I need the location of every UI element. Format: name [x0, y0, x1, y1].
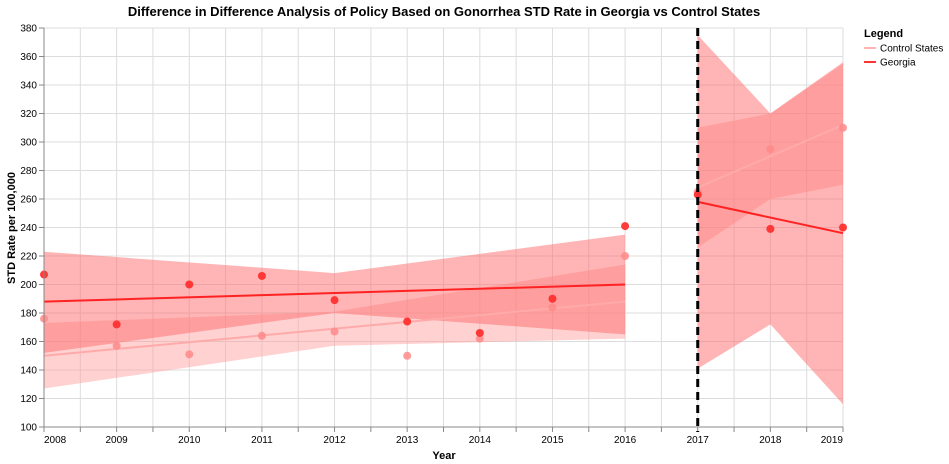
chart-title: Difference in Difference Analysis of Pol…	[128, 4, 760, 19]
data-point	[403, 317, 412, 326]
data-point	[185, 280, 194, 289]
x-tick-label: 2017	[687, 435, 710, 446]
legend-title: Legend	[864, 28, 903, 40]
y-tick-label: 360	[20, 52, 37, 63]
y-tick-label: 340	[20, 81, 37, 92]
data-point	[621, 252, 630, 260]
x-tick-label: 2015	[541, 435, 564, 446]
confidence-band	[697, 35, 843, 405]
x-tick-label: 2012	[323, 435, 346, 446]
legend-label: Control States	[880, 44, 943, 55]
data-point	[112, 320, 121, 329]
y-tick-label: 240	[20, 223, 37, 234]
data-point	[766, 224, 775, 233]
y-tick-label: 160	[20, 337, 37, 348]
data-point	[839, 123, 847, 132]
data-point	[693, 190, 702, 199]
y-axis-title: STD Rate per 100,000	[6, 172, 18, 284]
x-tick-label: 2019	[821, 435, 844, 446]
fit-line	[697, 123, 844, 189]
y-tick-label: 120	[20, 394, 37, 405]
y-tick-label: 280	[20, 166, 37, 177]
legend: Legend Control States Georgia	[864, 28, 943, 69]
x-tick-label: 2008	[44, 435, 67, 446]
x-tick-label: 2016	[614, 435, 637, 446]
data-point	[185, 350, 194, 359]
data-point	[330, 327, 339, 336]
x-tick-label: 2011	[251, 435, 273, 446]
data-point	[403, 351, 412, 360]
data-point	[621, 222, 630, 231]
y-tick-label: 220	[20, 252, 37, 263]
data-point	[548, 294, 557, 303]
y-tick-label: 180	[20, 309, 37, 320]
data-point	[475, 328, 484, 337]
axes: 2008 2009 2010 2011 2012 2013 2014 2015 2016 2017…	[20, 24, 844, 446]
y-tick-label: 260	[20, 195, 37, 206]
x-tick-label: 2018	[759, 435, 782, 446]
x-tick-label: 2014	[469, 435, 492, 446]
fit-line	[43, 283, 626, 303]
data-point	[839, 223, 847, 232]
legend-label: Georgia	[880, 58, 916, 69]
data-point	[112, 341, 121, 350]
data-point	[330, 296, 339, 305]
x-tick-label: 2010	[178, 435, 201, 446]
fit-line	[697, 200, 844, 235]
y-tick-label: 100	[20, 423, 37, 434]
data-point	[257, 331, 266, 340]
y-tick-label: 320	[20, 109, 37, 120]
y-tick-label: 300	[20, 138, 37, 149]
x-tick-label: 2009	[106, 435, 129, 446]
x-axis-title: Year	[432, 450, 456, 462]
y-tick-label: 380	[20, 24, 37, 35]
y-tick-label: 200	[20, 280, 37, 291]
data-point	[548, 303, 557, 312]
x-tick-label: 2013	[396, 435, 419, 446]
data-points	[40, 123, 847, 360]
y-tick-label: 140	[20, 366, 37, 377]
data-point	[475, 334, 484, 343]
data-point	[257, 271, 266, 280]
data-point	[766, 145, 775, 154]
